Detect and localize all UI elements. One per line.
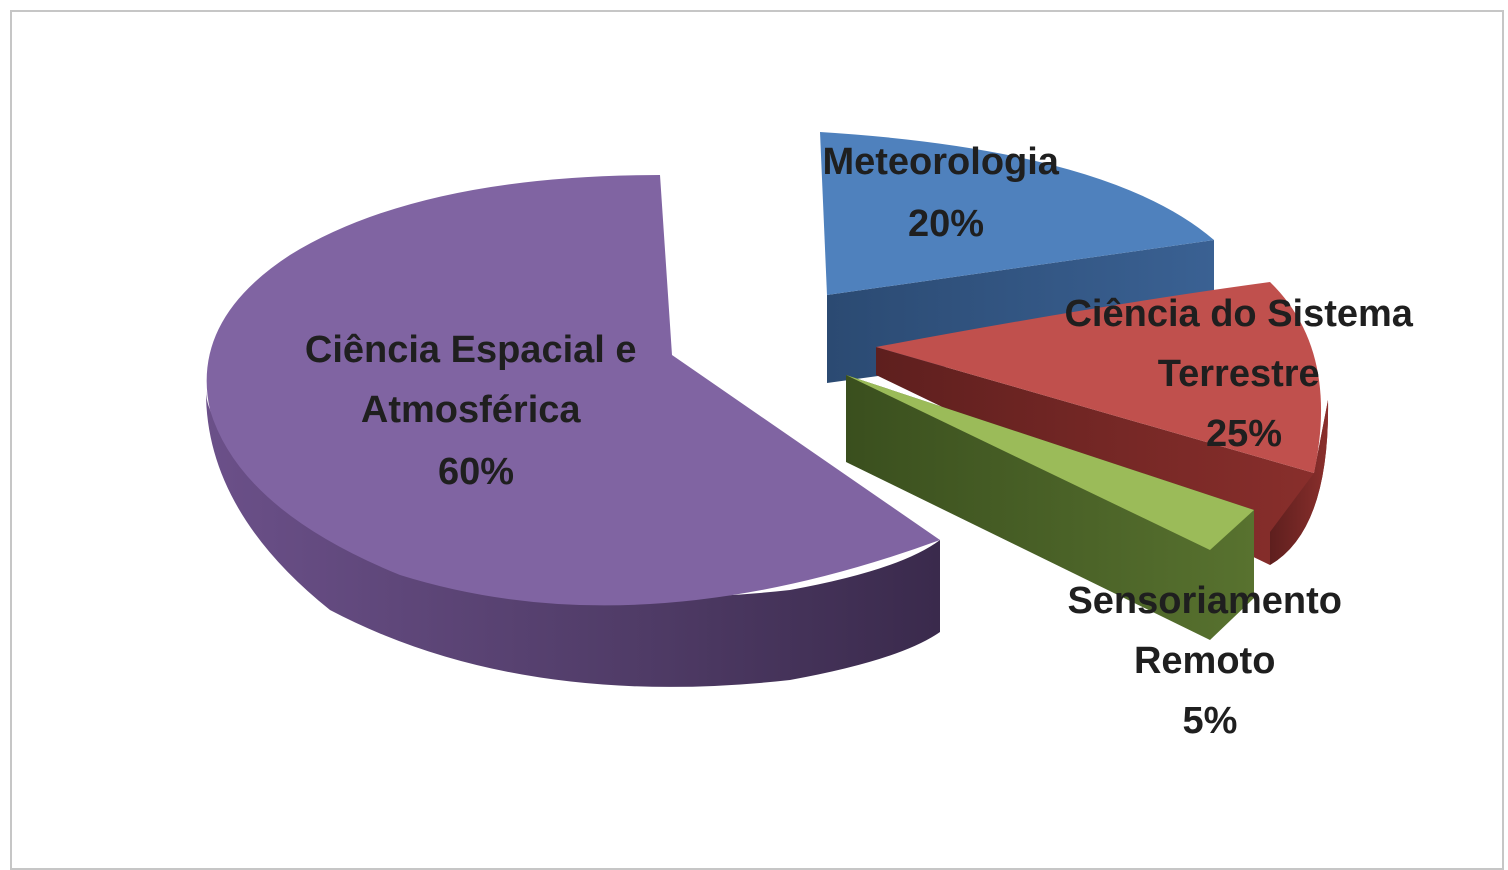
slice-meteorologia-top xyxy=(820,132,1214,295)
slice-sensoriamento-remoto xyxy=(846,375,1254,640)
label-sensoriamento-remoto: Sensoriamento Remoto 5% xyxy=(1067,580,1352,742)
label-meteorologia-line-1: Meteorologia xyxy=(822,141,1059,183)
slice-ciencia-espacial-side xyxy=(205,390,940,687)
label-meteorologia: Meteorologia 20% xyxy=(822,141,1069,245)
label-sensoriamento-remoto-line-2: Remoto xyxy=(1134,640,1275,682)
label-meteorologia-percent: 20% xyxy=(908,203,984,245)
label-sensoriamento-remoto-percent: 5% xyxy=(1183,700,1238,742)
slice-ciencia-espacial-top xyxy=(206,175,940,606)
label-ciencia-sistema-terrestre: Ciência do Sistema Terrestre 25% xyxy=(1064,293,1423,455)
slice-sensoriamento-remoto-side xyxy=(846,375,1254,640)
slice-ciencia-sistema-terrestre-side-front xyxy=(1270,400,1329,565)
label-ciencia-sistema-terrestre-line-2: Terrestre xyxy=(1158,353,1320,395)
label-ciencia-sistema-terrestre-percent: 25% xyxy=(1206,413,1282,455)
label-ciencia-espacial-percent: 60% xyxy=(438,451,514,493)
slice-ciencia-espacial xyxy=(205,175,940,687)
slice-ciencia-sistema-terrestre-top xyxy=(876,282,1322,473)
label-sensoriamento-remoto-line-1: Sensoriamento xyxy=(1067,580,1342,622)
slice-sensoriamento-remoto-top xyxy=(846,375,1254,550)
label-ciencia-espacial: Ciência Espacial e Atmosférica 60% xyxy=(305,329,647,493)
label-ciencia-sistema-terrestre-line-1: Ciência do Sistema xyxy=(1064,293,1413,335)
label-ciencia-espacial-line-2: Atmosférica xyxy=(361,389,581,431)
label-ciencia-espacial-line-1: Ciência Espacial e xyxy=(305,329,637,371)
